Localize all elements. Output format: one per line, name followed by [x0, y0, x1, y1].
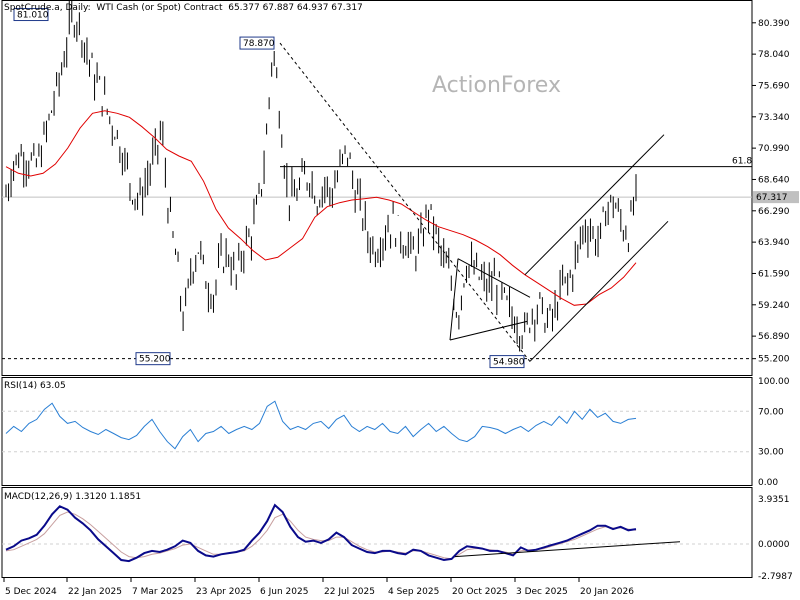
- x-tick-label: 5 Dec 2024: [5, 587, 57, 597]
- price-y-tick-label: 59.240: [758, 301, 790, 311]
- annotation-box: [13, 8, 49, 22]
- symbol-label: SpotCrude.a, Daily:: [4, 3, 91, 13]
- macd-line: [5, 503, 637, 563]
- price-y-tick-label: 75.690: [758, 81, 790, 91]
- rsi-y-tick-label: 100.00: [758, 377, 790, 387]
- price-y-tick-label: 78.040: [758, 50, 790, 60]
- x-tick-label: 20 Oct 2025: [452, 587, 508, 597]
- fib-retracement-line: [279, 42, 531, 362]
- current-price-box: [753, 191, 799, 204]
- instrument-description: WTI Cash (or Spot) Contract: [96, 3, 223, 13]
- rsi-y-tick-label: 0.00: [758, 478, 778, 488]
- y-axis-labels: 80.390 78.040 75.690 73.340 70.990 68.640 66.2…: [752, 19, 799, 582]
- annotation-box: [239, 36, 275, 50]
- watermark: ActionForex: [432, 73, 561, 98]
- macd-label: MACD(12,26,9) 1.3120 1.1851: [4, 492, 142, 502]
- price-y-tick-label: 55.200: [758, 355, 790, 365]
- x-tick-label: 23 Apr 2025: [196, 587, 252, 597]
- x-tick-label: 20 Jan 2026: [580, 587, 634, 597]
- panel-frame-2: [1, 487, 753, 578]
- annotation-box: [135, 352, 171, 366]
- annotation-label: 54.980: [493, 358, 525, 368]
- wedge-lower: [449, 320, 528, 341]
- macd-panel: [5, 503, 681, 563]
- x-tick-label: 4 Sep 2025: [388, 587, 439, 597]
- rsi-line: [5, 400, 637, 450]
- price-y-tick-label: 80.390: [758, 19, 790, 29]
- price-y-tick-label: 61.590: [758, 269, 790, 279]
- price-annotations: 81.010 78.870 55.200 54.980: [13, 8, 525, 369]
- moving-average: [5, 110, 637, 306]
- trendlines: 61.8: [279, 42, 752, 362]
- panel-frame-0: [1, 0, 753, 376]
- x-axis-labels: 5 Dec 2024 22 Jan 2025 7 Mar 2025 23 Apr 20…: [3, 578, 634, 597]
- x-tick-label: 22 Jul 2025: [324, 587, 375, 597]
- rsi-y-tick-label: 70.00: [758, 407, 784, 417]
- x-tick-label: 3 Dec 2025: [516, 587, 568, 597]
- rsi-panel: [5, 400, 637, 450]
- price-y-tick-label: 70.990: [758, 144, 790, 154]
- macd-signal-line: [5, 511, 637, 560]
- x-tick-label: 7 Mar 2025: [132, 587, 183, 597]
- price-y-tick-label: 68.640: [758, 175, 790, 185]
- annotation-label: 81.010: [17, 11, 49, 21]
- chart-header: SpotCrude.a, Daily: WTI Cash (or Spot) C…: [4, 3, 363, 13]
- macd-trendline: [454, 541, 681, 558]
- panel-frames: [1, 0, 753, 578]
- wedge-upper: [457, 258, 531, 298]
- current-price-label: 67.317: [756, 193, 788, 203]
- price-bars: [5, 0, 637, 352]
- price-y-tick-label: 56.890: [758, 332, 790, 342]
- price-y-tick-label: 63.940: [758, 238, 790, 248]
- wedge-left: [449, 258, 459, 341]
- channel-lower: [529, 220, 669, 362]
- channel-upper: [524, 134, 665, 276]
- price-y-tick-label: 73.340: [758, 113, 790, 123]
- current-price-tag: 67.317: [753, 191, 799, 204]
- annotation-label: 55.200: [139, 355, 171, 365]
- panel-frame-1: [1, 377, 753, 486]
- x-tick-label: 22 Jan 2025: [68, 587, 122, 597]
- rsi-label: RSI(14) 63.05: [4, 381, 66, 391]
- ohlc-values: 65.377 67.887 64.937 67.317: [228, 3, 363, 13]
- macd-y-tick-label: 0.0000: [758, 540, 790, 550]
- ma-line: [5, 110, 637, 306]
- x-tick-label: 6 Jun 2025: [260, 587, 308, 597]
- fib-level-label: 61.8: [732, 157, 752, 167]
- macd-y-tick-label: 3.9351: [758, 495, 790, 505]
- macd-y-tick-label: -2.7987: [758, 572, 793, 582]
- annotation-box: [489, 355, 525, 369]
- rsi-y-tick-label: 30.00: [758, 448, 784, 458]
- annotation-label: 78.870: [243, 39, 275, 49]
- price-y-tick-label: 66.290: [758, 207, 790, 217]
